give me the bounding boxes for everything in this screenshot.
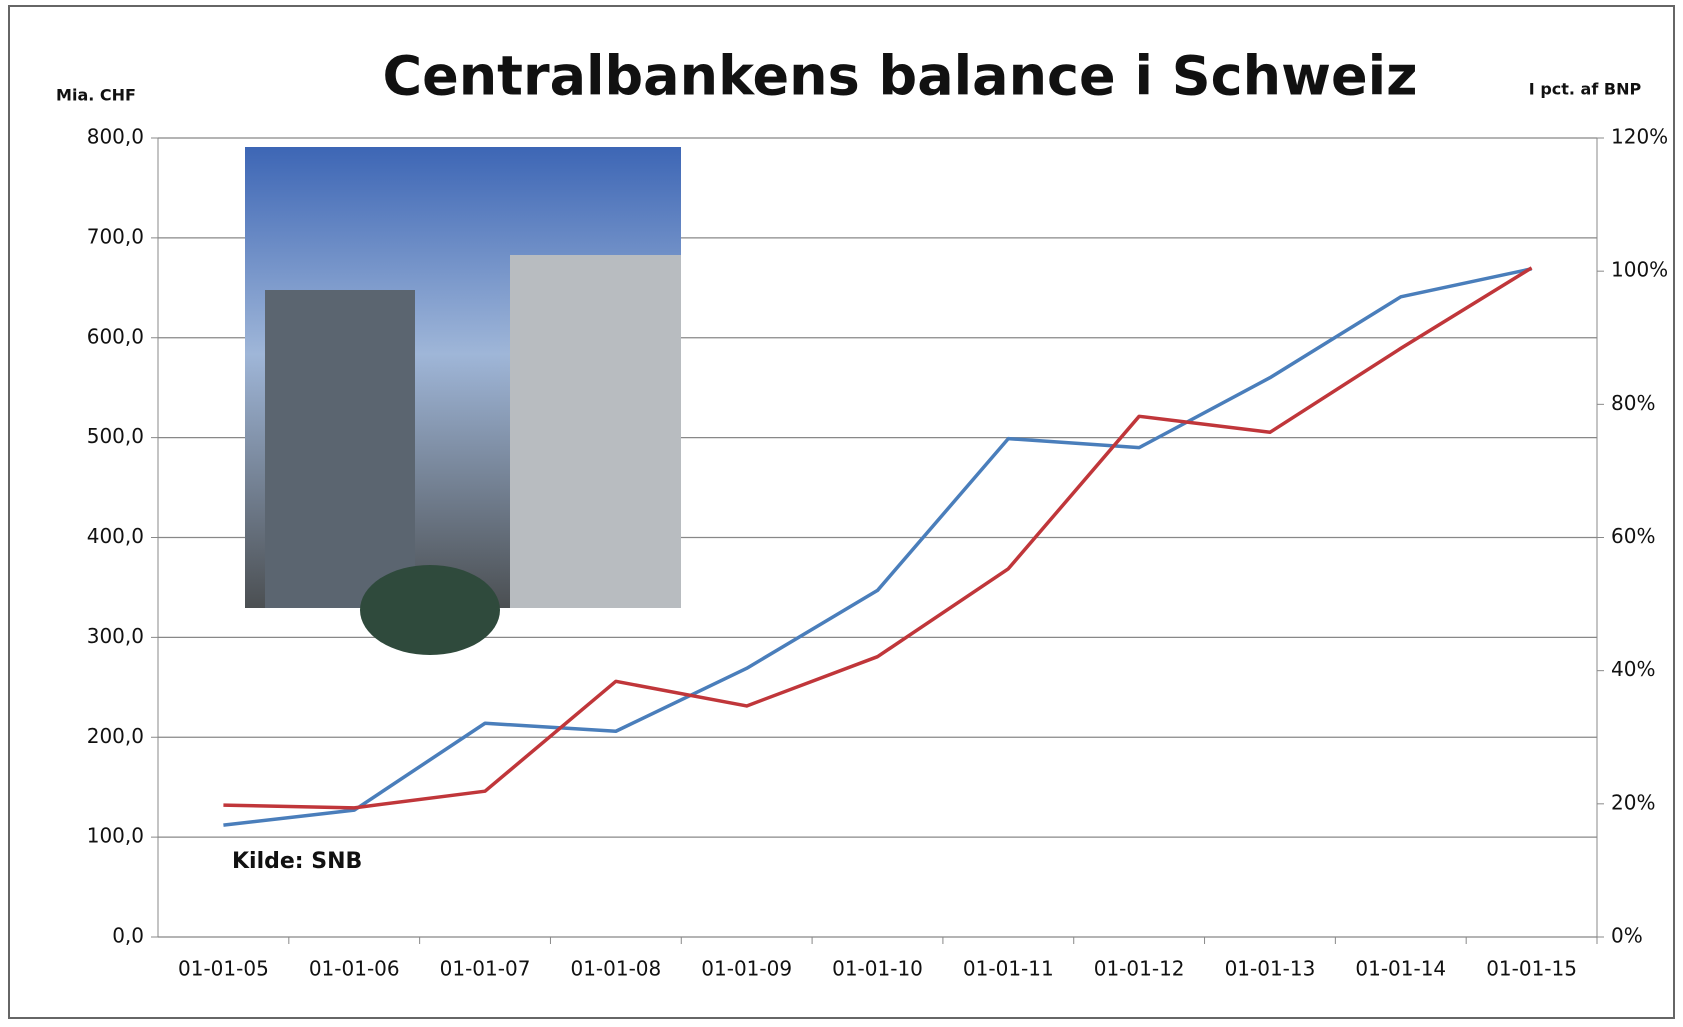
y-tick-label: 400,0 — [87, 524, 144, 548]
y-tick-label: 0,0 — [112, 924, 144, 948]
y-tick-label: 600,0 — [87, 324, 144, 348]
y2-tick-label: 120% — [1611, 125, 1668, 149]
y-tick-label: 800,0 — [87, 125, 144, 149]
source-note: Kilde: SNB — [232, 849, 362, 874]
y2-tick-label: 60% — [1611, 524, 1655, 548]
x-tick-label: 01-01-09 — [701, 957, 792, 981]
y-tick-label: 300,0 — [87, 624, 144, 648]
x-tick-label: 01-01-15 — [1486, 957, 1577, 981]
y-tick-label: 200,0 — [87, 724, 144, 748]
y2-tick-label: 100% — [1611, 258, 1668, 282]
x-tick-label: 01-01-14 — [1355, 957, 1446, 981]
y-tick-label: 700,0 — [87, 224, 144, 248]
y2-tick-label: 40% — [1611, 657, 1655, 681]
x-tick-label: 01-01-13 — [1225, 957, 1316, 981]
x-tick-label: 01-01-05 — [178, 957, 269, 981]
y2-tick-label: 80% — [1611, 391, 1655, 415]
x-tick-label: 01-01-10 — [832, 957, 923, 981]
y2-axis-title: I pct. af BNP — [1529, 80, 1642, 99]
series-line — [223, 266, 1533, 810]
x-tick-label: 01-01-08 — [570, 957, 661, 981]
y-axis-title: Mia. CHF — [56, 86, 136, 105]
chart-title: Centralbankens balance i Schweiz — [382, 45, 1417, 108]
y-tick-label: 100,0 — [87, 824, 144, 848]
x-tick-label: 01-01-06 — [309, 957, 400, 981]
series-line — [223, 267, 1532, 827]
x-tick-label: 01-01-11 — [963, 957, 1054, 981]
y2-tick-label: 20% — [1611, 790, 1655, 814]
y-tick-label: 500,0 — [87, 424, 144, 448]
photo — [245, 147, 681, 655]
x-tick-label: 01-01-12 — [1094, 957, 1185, 981]
y2-tick-label: 0% — [1611, 924, 1643, 948]
x-tick-label: 01-01-07 — [440, 957, 531, 981]
